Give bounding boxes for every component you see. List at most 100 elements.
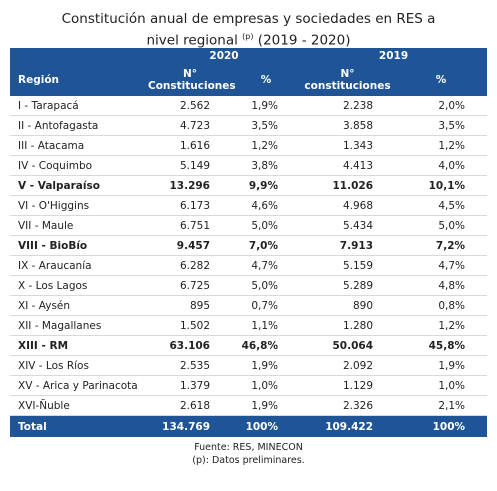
table-row: XVI-Ñuble 2.618 1,9% 2.326 2,1% xyxy=(10,395,488,416)
value-cell: 1,0% xyxy=(395,375,488,396)
value-cell: 895 xyxy=(148,295,232,316)
pct-header: % xyxy=(395,64,488,96)
value-cell: 5.434 xyxy=(300,215,396,236)
value-cell: 1,9% xyxy=(395,355,488,376)
region-cell: XVI-Ñuble xyxy=(10,395,148,416)
value-cell: 0,8% xyxy=(395,295,488,316)
title: Constitución anual de empresas y socieda… xyxy=(0,10,497,50)
region-cell: III - Atacama xyxy=(10,135,148,156)
pct-header: % xyxy=(232,64,301,96)
table-row: IV - Coquimbo 5.149 3,8% 4.413 4,0% xyxy=(10,155,488,176)
value-cell: 4,7% xyxy=(395,255,488,276)
value-cell: 6.751 xyxy=(148,215,232,236)
value-cell: 109.422 xyxy=(300,415,396,437)
region-header: Región xyxy=(10,64,148,96)
region-cell: XI - Aysén xyxy=(10,295,148,316)
value-cell: 1,9% xyxy=(232,355,301,376)
table-row: VIII - BioBío 9.457 7,0% 7.913 7,2% xyxy=(10,235,488,256)
table-row: III - Atacama 1.616 1,2% 1.343 1,2% xyxy=(10,135,488,156)
table-row: XV - Arica y Parinacota 1.379 1,0% 1.129 1,0… xyxy=(10,375,488,396)
header-line: N° xyxy=(182,68,198,80)
value-cell: 5.159 xyxy=(300,255,396,276)
value-cell: 1.502 xyxy=(148,315,232,336)
value-cell: 7,2% xyxy=(395,235,488,256)
footer: Fuente: RES, MINECON (p): Datos prelimin… xyxy=(0,441,497,467)
table-row: XI - Aysén 895 0,7% 890 0,8% xyxy=(10,295,488,316)
region-cell: VI - O'Higgins xyxy=(10,195,148,216)
region-cell: XV - Arica y Parinacota xyxy=(10,375,148,396)
value-cell: 1,2% xyxy=(395,315,488,336)
value-cell: 4,0% xyxy=(395,155,488,176)
value-cell: 4,8% xyxy=(395,275,488,296)
header-cell xyxy=(10,48,148,64)
value-cell: 1.280 xyxy=(300,315,396,336)
value-cell: 5,0% xyxy=(232,275,301,296)
value-cell: 2.618 xyxy=(148,395,232,416)
year-header: 2019 xyxy=(300,48,488,64)
value-cell: 45,8% xyxy=(395,335,488,356)
region-cell: Total xyxy=(10,415,148,437)
year-header: 2020 xyxy=(148,48,301,64)
value-cell: 6.725 xyxy=(148,275,232,296)
region-cell: IX - Araucanía xyxy=(10,255,148,276)
title-line: Constitución anual de empresas y socieda… xyxy=(61,11,436,27)
value-cell: 2.326 xyxy=(300,395,396,416)
table-row: VI - O'Higgins 6.173 4,6% 4.968 4,5% xyxy=(10,195,488,216)
value-cell: 7,0% xyxy=(232,235,301,256)
value-cell: 46,8% xyxy=(232,335,301,356)
value-cell: 4,7% xyxy=(232,255,301,276)
table-row: IX - Araucanía 6.282 4,7% 5.159 4,7% xyxy=(10,255,488,276)
note: (p): Datos preliminares. xyxy=(192,455,305,466)
title-superscript: (p) xyxy=(242,32,254,41)
value-cell: 5,0% xyxy=(395,215,488,236)
value-cell: 5.289 xyxy=(300,275,396,296)
value-cell: 100% xyxy=(232,415,301,437)
value-cell: 50.064 xyxy=(300,335,396,356)
value-cell: 3,5% xyxy=(395,115,488,136)
table-row: Total 134.769 100% 109.422 100% xyxy=(10,415,488,437)
source: Fuente: RES, MINECON xyxy=(194,442,303,453)
value-cell: 1,0% xyxy=(232,375,301,396)
count-header: N° constituciones xyxy=(300,64,396,96)
table-row: I - Tarapacá 2.562 1,9% 2.238 2,0% xyxy=(10,96,488,116)
table-row: V - Valparaíso 13.296 9,9% 11.026 10,1% xyxy=(10,175,488,196)
table-body: I - Tarapacá 2.562 1,9% 2.238 2,0% II - Antof… xyxy=(10,96,488,437)
value-cell: 1.129 xyxy=(300,375,396,396)
table-row: XII - Magallanes 1.502 1,1% 1.280 1,2% xyxy=(10,315,488,336)
value-cell: 4.968 xyxy=(300,195,396,216)
value-cell: 10,1% xyxy=(395,175,488,196)
region-cell: II - Antofagasta xyxy=(10,115,148,136)
value-cell: 11.026 xyxy=(300,175,396,196)
value-cell: 890 xyxy=(300,295,396,316)
region-cell: I - Tarapacá xyxy=(10,96,148,116)
table-row: XIII - RM 63.106 46,8% 50.064 45,8% xyxy=(10,335,488,356)
region-cell: X - Los Lagos xyxy=(10,275,148,296)
value-cell: 5.149 xyxy=(148,155,232,176)
title-years: (2019 - 2020) xyxy=(257,32,351,49)
value-cell: 2.092 xyxy=(300,355,396,376)
value-cell: 1.343 xyxy=(300,135,396,156)
region-cell: VIII - BioBío xyxy=(10,235,148,256)
value-cell: 134.769 xyxy=(148,415,232,437)
value-cell: 2.562 xyxy=(148,96,232,116)
value-cell: 1,2% xyxy=(232,135,301,156)
value-cell: 6.173 xyxy=(148,195,232,216)
region-cell: XII - Magallanes xyxy=(10,315,148,336)
value-cell: 2,1% xyxy=(395,395,488,416)
value-cell: 3,5% xyxy=(232,115,301,136)
value-cell: 1,9% xyxy=(232,96,301,116)
value-cell: 4.413 xyxy=(300,155,396,176)
table-row: II - Antofagasta 4.723 3,5% 3.858 3,5% xyxy=(10,115,488,136)
value-cell: 4.723 xyxy=(148,115,232,136)
header-line: N° xyxy=(340,68,355,80)
region-cell: IV - Coquimbo xyxy=(10,155,148,176)
table-row: X - Los Lagos 6.725 5,0% 5.289 4,8% xyxy=(10,275,488,296)
region-cell: VII - Maule xyxy=(10,215,148,236)
value-cell: 2.535 xyxy=(148,355,232,376)
table-row: VII - Maule 6.751 5,0% 5.434 5,0% xyxy=(10,215,488,236)
value-cell: 2,0% xyxy=(395,96,488,116)
value-cell: 1.379 xyxy=(148,375,232,396)
value-cell: 9.457 xyxy=(148,235,232,256)
value-cell: 9,9% xyxy=(232,175,301,196)
